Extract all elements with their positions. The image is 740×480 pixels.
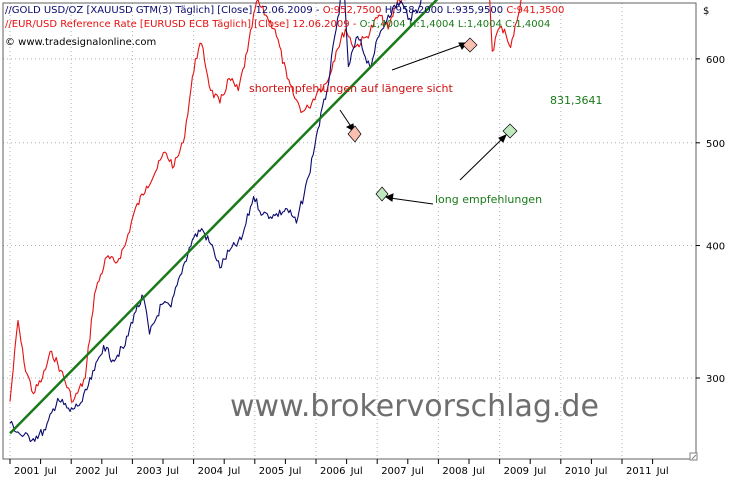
legend-gold-open: O:952,7500 <box>323 5 382 16</box>
marker-long-2006 <box>375 186 389 202</box>
x-tick-15: Jul <box>472 466 485 477</box>
legend-gold-close: C:941,3500 <box>506 5 564 16</box>
x-tick-7: Jul <box>227 466 240 477</box>
x-tick-9: Jul <box>288 466 301 477</box>
y-axis: 3004005006007008009001000 <box>696 55 725 385</box>
annotation-long: long empfehlungen <box>435 193 542 206</box>
legend-eur: //EUR/USD Reference Rate [EURUSD ECB Täg… <box>5 19 550 30</box>
x-tick-11: Jul <box>350 466 363 477</box>
eurusd-series-line <box>9 0 522 403</box>
x-tick-1: Jul <box>44 466 57 477</box>
x-tick-8: 2005 <box>259 466 284 477</box>
legend: //GOLD USD/OZ [XAUUSD GTM(3) Täglich] [C… <box>5 5 564 48</box>
currency-label: $ <box>703 6 709 17</box>
annotation-short: shortempfehlungen auf längere sicht <box>249 82 454 95</box>
marker-short-2006 <box>347 125 362 143</box>
x-tick-18: 2010 <box>565 466 590 477</box>
annotation-markers <box>347 37 518 202</box>
x-tick-13: Jul <box>411 466 424 477</box>
x-tick-6: 2004 <box>198 466 223 477</box>
x-tick-4: 2003 <box>136 466 161 477</box>
legend-eur-ohlc: O:1,4004 H:1,4004 L:1,4004 C:1,4004 <box>360 19 551 30</box>
y-tick-300: 300 <box>706 374 725 385</box>
legend-gold-prefix: GOLD USD/OZ [XAUUSD GTM(3) Täglich] [Clo… <box>12 5 323 16</box>
x-axis: 2001 Jul 2002 Jul 2003 Jul 2004 Jul 2005 Jul 2006 J… <box>9 459 669 477</box>
marker-short-2008 <box>462 37 478 53</box>
y-tick-400: 400 <box>706 242 725 253</box>
marker-long-2008 <box>502 123 518 139</box>
x-tick-5: Jul <box>166 466 179 477</box>
gold-series-line <box>9 0 422 443</box>
trend-value-label: 831,3641 <box>550 94 603 107</box>
annotation-arrows <box>339 42 507 205</box>
x-tick-21: Jul <box>656 466 669 477</box>
x-tick-0: 2001 <box>14 466 39 477</box>
legend-source: © www.tradesignalonline.com <box>5 37 156 48</box>
x-tick-3: Jul <box>105 466 118 477</box>
watermark: www.brokervorschlag.de <box>230 389 599 424</box>
x-tick-19: Jul <box>594 466 607 477</box>
x-tick-12: 2007 <box>381 466 406 477</box>
y-tick-600: 600 <box>706 55 725 66</box>
y-tick-500: 500 <box>706 139 725 150</box>
plot-frame <box>2 2 697 460</box>
series-layer <box>9 0 522 443</box>
x-tick-14: 2008 <box>442 466 467 477</box>
x-tick-20: 2011 <box>626 466 651 477</box>
resize-grip[interactable] <box>689 452 698 461</box>
legend-gold: //GOLD USD/OZ [XAUUSD GTM(3) Täglich] [C… <box>5 5 564 16</box>
x-tick-2: 2002 <box>75 466 100 477</box>
x-tick-17: Jul <box>533 466 546 477</box>
x-tick-10: 2006 <box>320 466 345 477</box>
legend-gold-hlc: H:958,2000 L:935,9500 <box>382 5 507 16</box>
trend-line <box>9 0 439 435</box>
gridlines <box>3 3 696 459</box>
x-tick-16: 2009 <box>504 466 529 477</box>
legend-eur-prefix: EUR/USD Reference Rate [EURUSD ECB Tägli… <box>12 19 360 30</box>
